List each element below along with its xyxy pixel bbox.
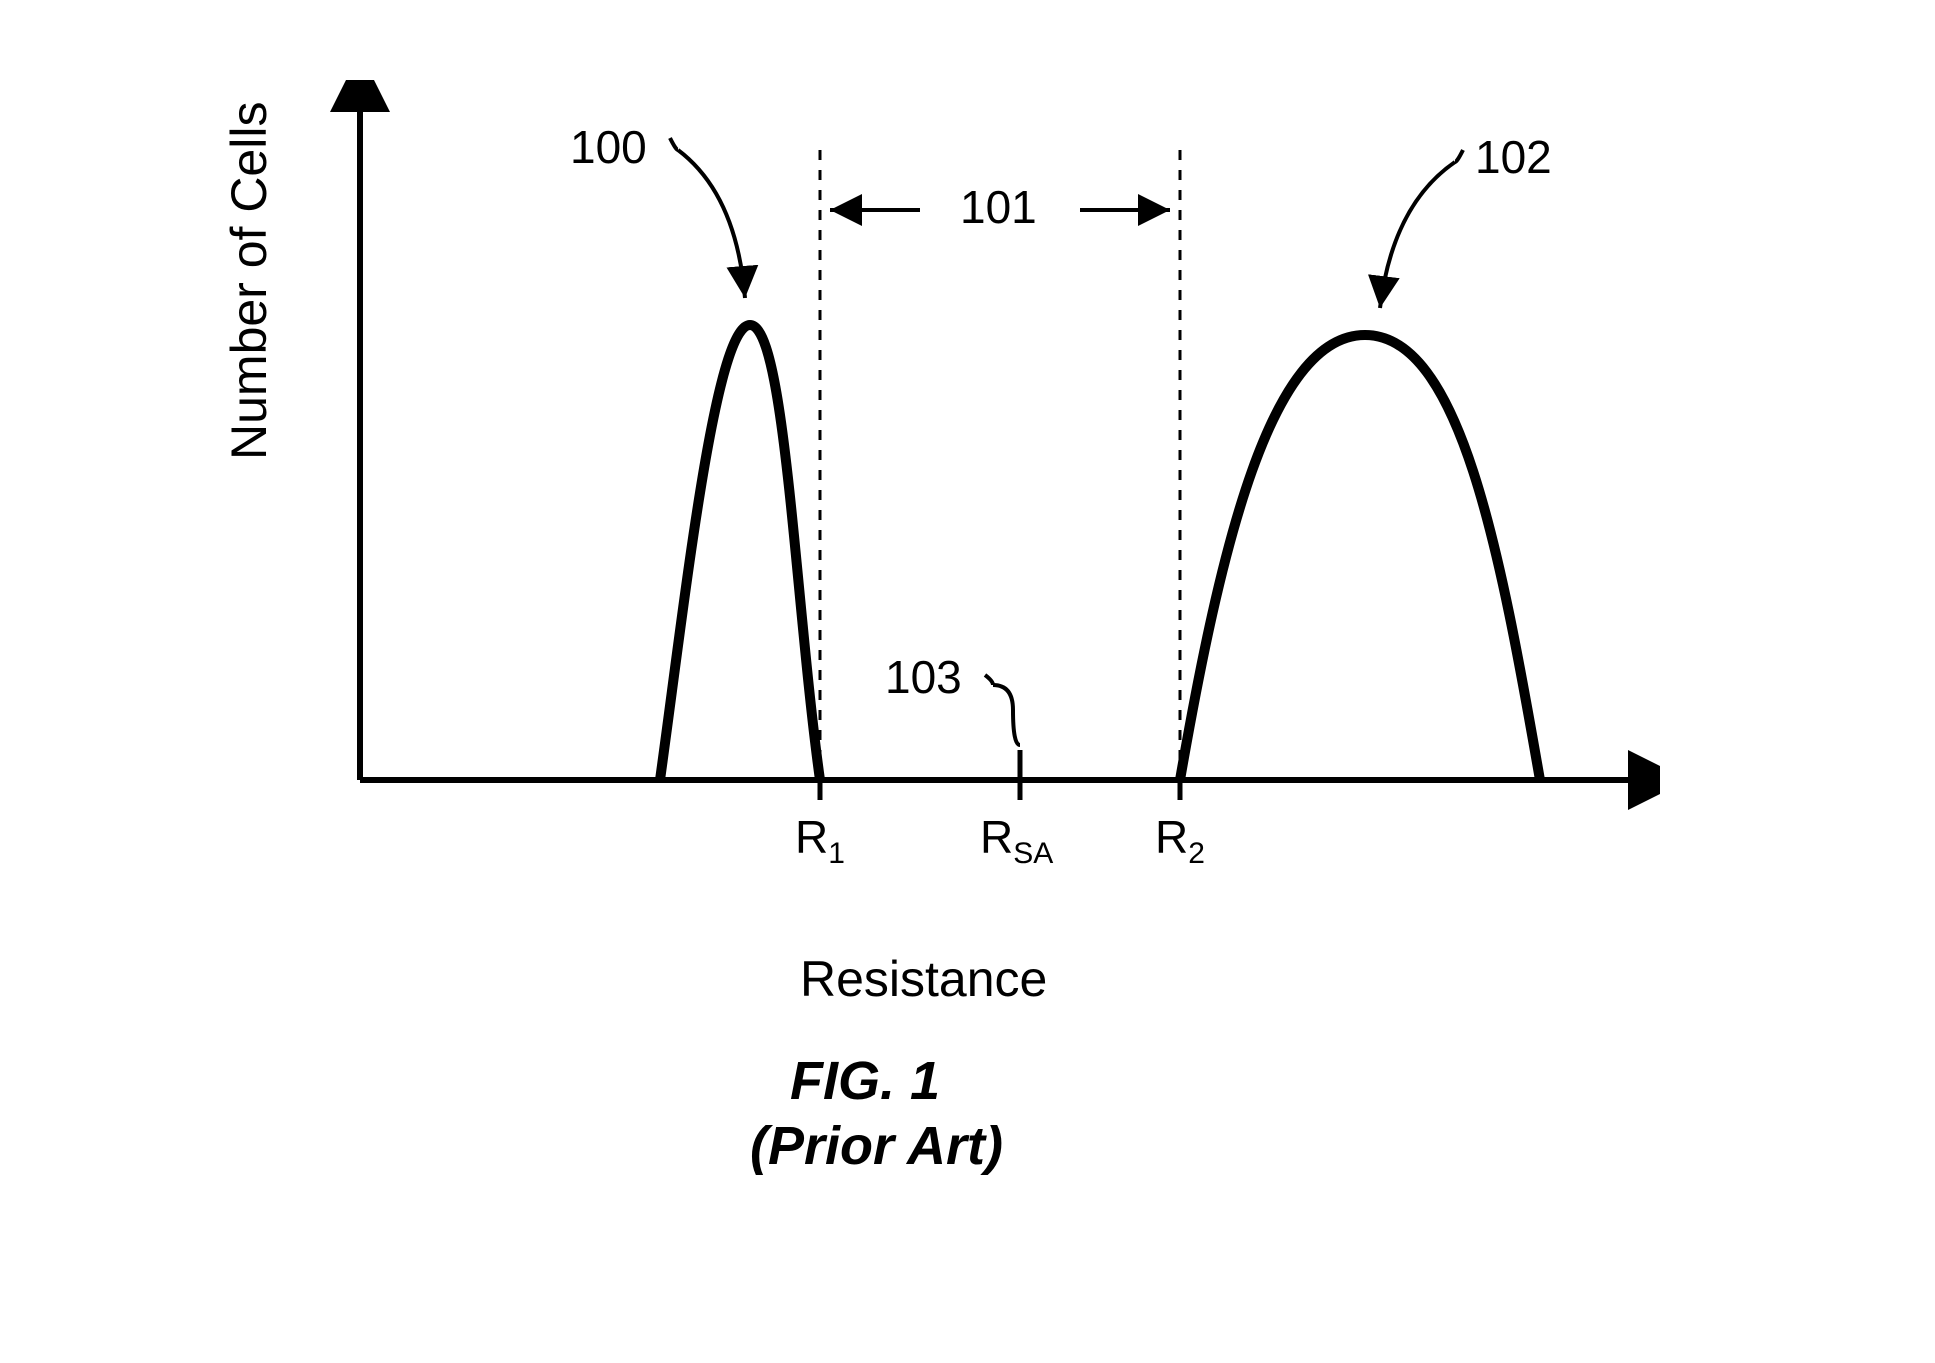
figure-container: Number of Cells Resistance R1 RSA R2 100… [260,80,1660,1280]
annotation-102: 102 [1475,130,1552,184]
tick-label-r1: R1 [795,810,845,871]
annotation-101: 101 [960,180,1037,234]
chart-area: Number of Cells Resistance R1 RSA R2 100… [260,80,1660,980]
annotation-100: 100 [570,120,647,174]
x-axis-label: Resistance [800,950,1047,1008]
figure-subtitle: (Prior Art) [750,1115,1003,1177]
tick-label-r2: R2 [1155,810,1205,871]
annotation-103: 103 [885,650,962,704]
y-axis-label: Number of Cells [220,102,278,460]
figure-title: FIG. 1 [790,1050,940,1112]
tick-label-rsa: RSA [980,810,1053,871]
